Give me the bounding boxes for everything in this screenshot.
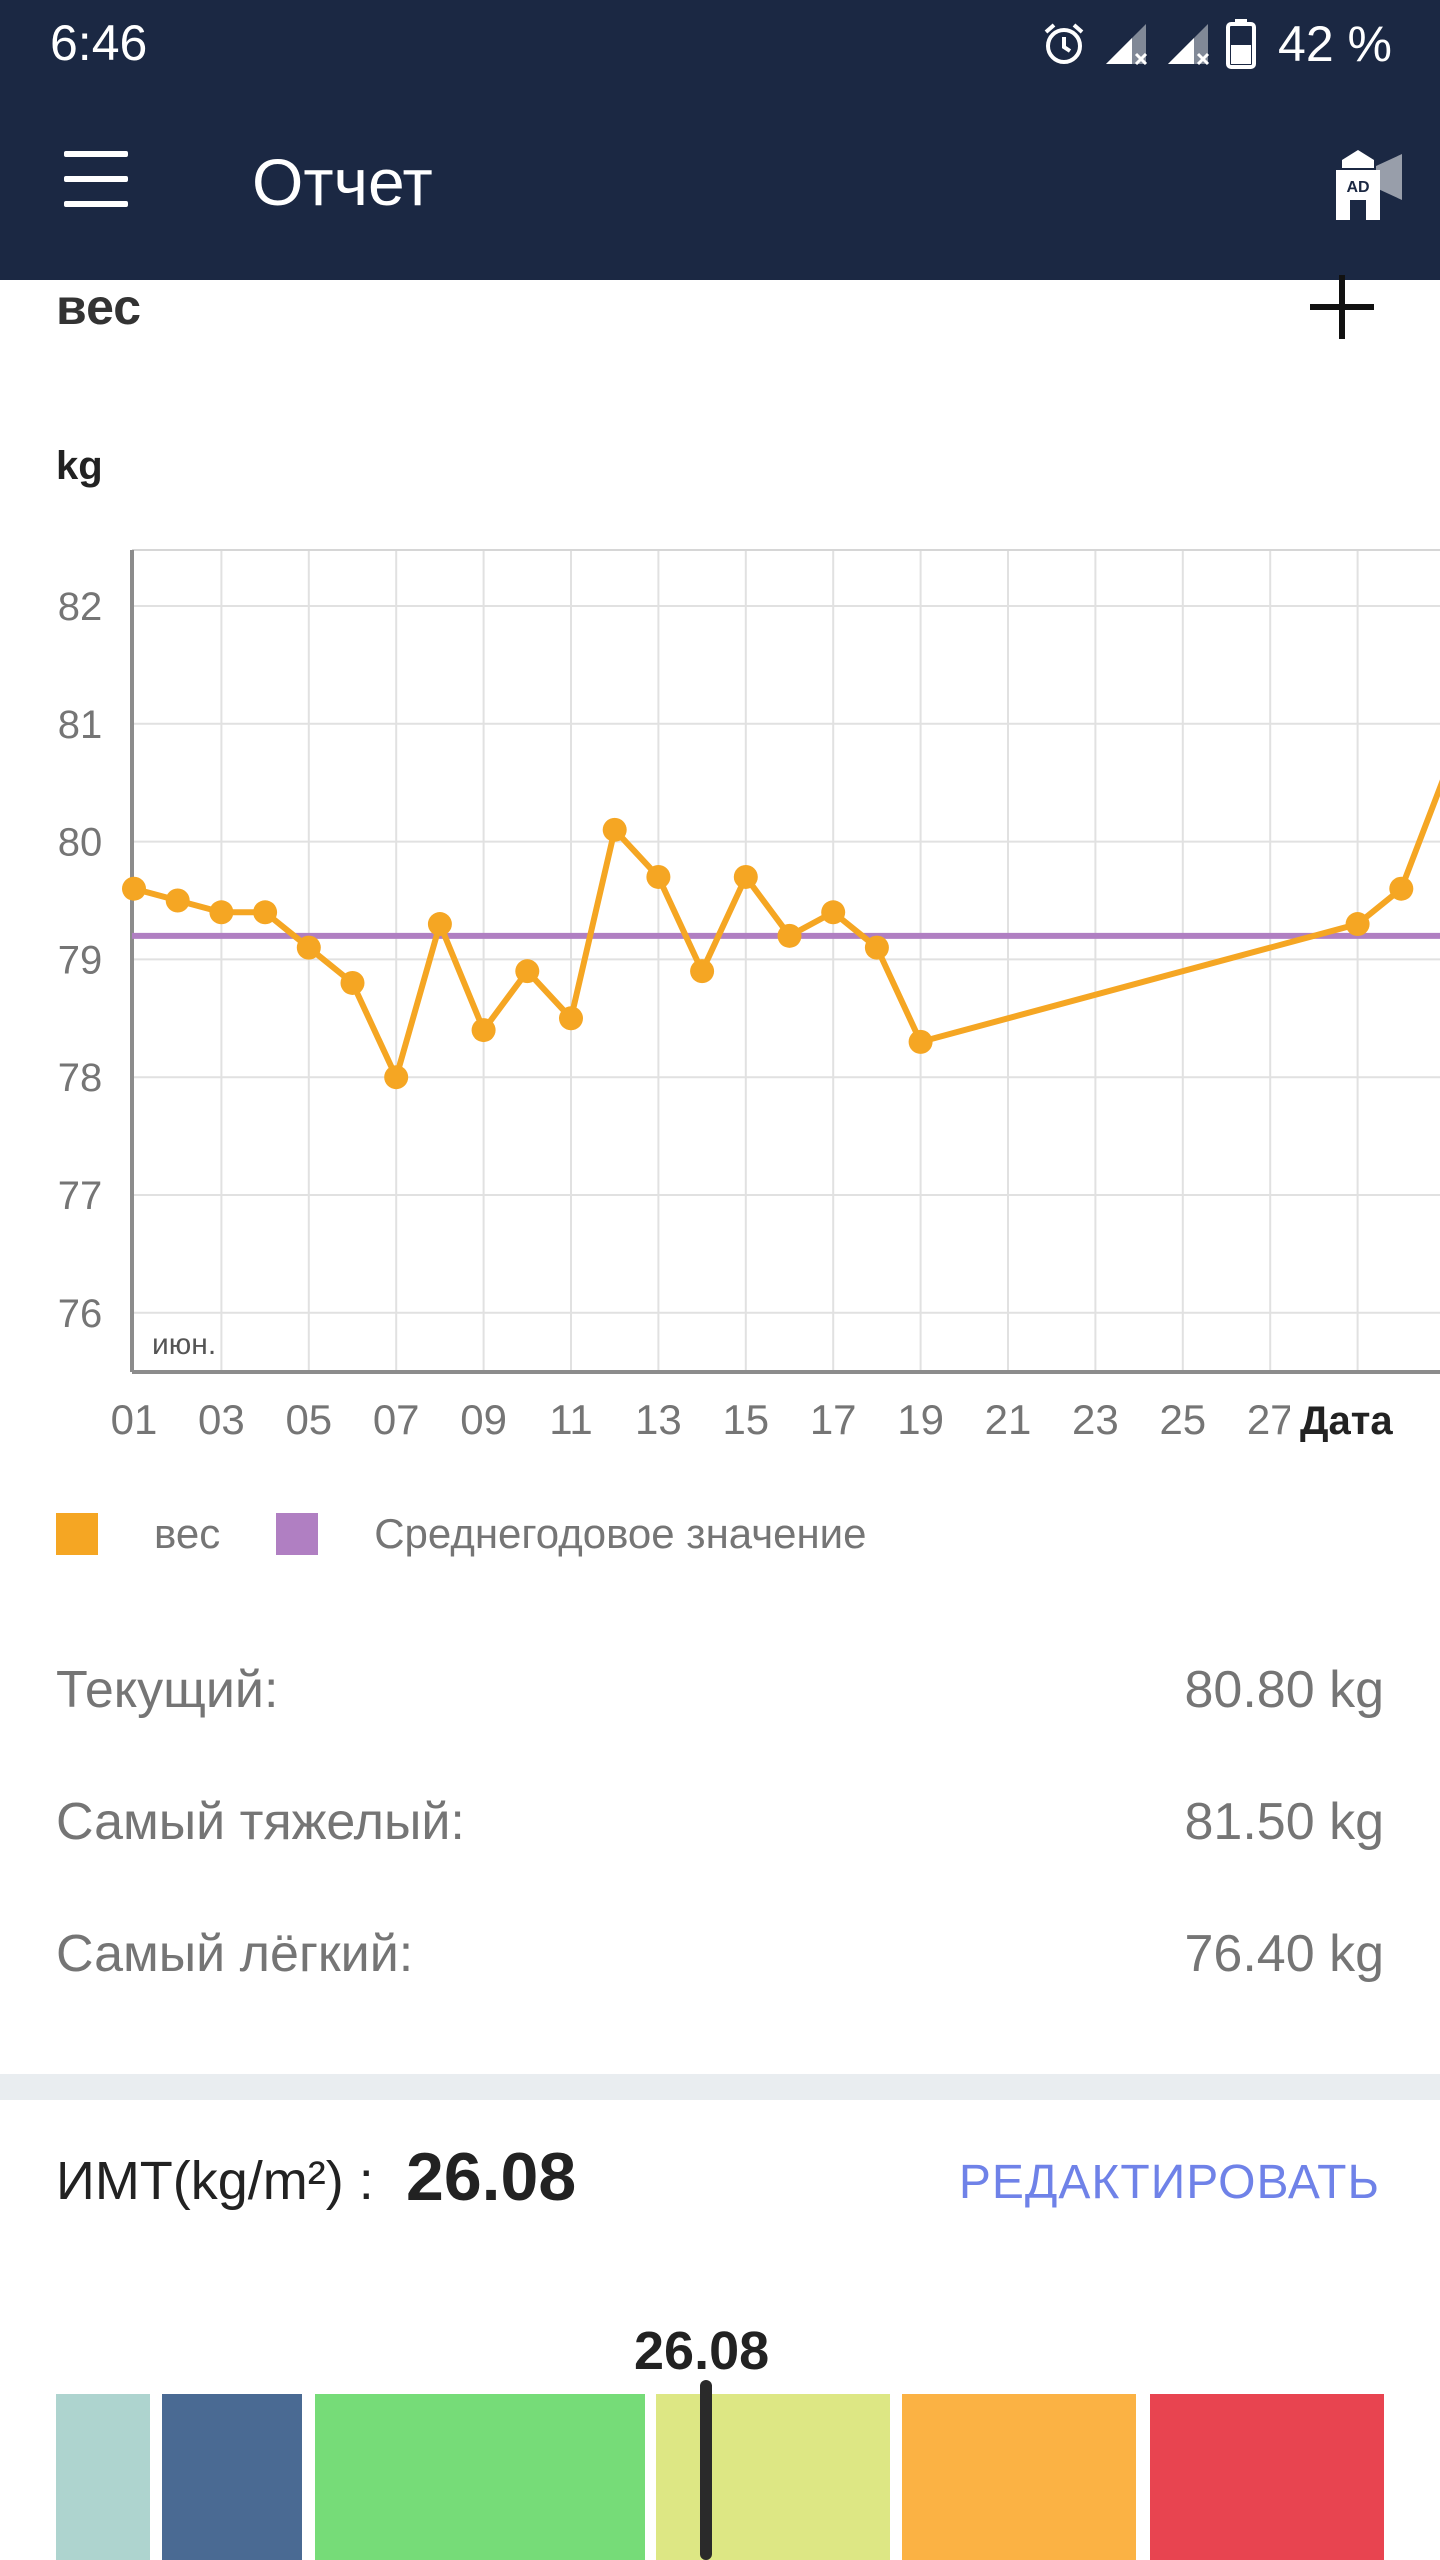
status-bar: 6:46 42 % [0, 0, 1440, 86]
weight-data-point [471, 1018, 496, 1043]
x-tick-label: 05 [285, 1396, 332, 1443]
stat-row-current: Текущий: 80.80 kg [56, 1660, 1384, 1720]
battery-percent: 42 % [1278, 16, 1392, 72]
x-tick-label: 21 [985, 1396, 1032, 1443]
weight-data-point [690, 959, 715, 984]
weight-data-point [821, 900, 846, 925]
x-tick-label: 13 [635, 1396, 682, 1443]
x-axis-title: Дата [1300, 1399, 1393, 1443]
x-axis-title-backing [1290, 1382, 1440, 1452]
stat-value: 80.80 kg [1184, 1661, 1385, 1719]
stat-label: Самый тяжелый: [56, 1793, 465, 1851]
weight-data-point [515, 959, 540, 984]
plus-icon[interactable] [1310, 275, 1374, 339]
weight-line-chart: 76 77 78 79 80 81 82 01 03 05 07 09 11 13 15 17 19 21 23 25… [58, 549, 1440, 1452]
weight-data-point [602, 817, 627, 842]
x-tick-label: 25 [1159, 1396, 1206, 1443]
legend-swatch-average [276, 1513, 319, 1555]
y-tick-label: 82 [58, 585, 103, 629]
hamburger-menu-icon[interactable] [60, 151, 132, 207]
x-tick-label: 19 [897, 1396, 944, 1443]
x-tick-label: 01 [111, 1396, 158, 1443]
x-tick-label: 11 [549, 1396, 593, 1443]
bmi-scale-segment-6 [1150, 2394, 1384, 2560]
section-title-weight: вес [56, 279, 142, 335]
page-title: Отчет [252, 145, 433, 219]
y-tick-label: 79 [58, 938, 103, 982]
y-tick-label: 81 [58, 703, 103, 747]
alarm-icon [1044, 23, 1084, 64]
weight-data-point [864, 935, 889, 960]
weight-data-point [559, 1006, 583, 1031]
battery-icon [1226, 19, 1257, 69]
bmi-scale-segment-2 [162, 2394, 302, 2560]
stat-row-heaviest: Самый тяжелый: 81.50 kg [56, 1792, 1384, 1852]
bmi-needle [700, 2380, 712, 2560]
weight-data-point [384, 1065, 409, 1090]
weight-data-point [253, 900, 278, 925]
weight-data-point [340, 970, 365, 995]
legend-label-weight: вес [154, 1510, 221, 1557]
app-bar: Отчет AD [0, 86, 1440, 280]
y-axis-unit-label: kg [56, 444, 103, 488]
x-tick-label: 09 [460, 1396, 507, 1443]
bmi-scale-segment-5 [902, 2394, 1136, 2560]
x-tick-label: 07 [373, 1396, 420, 1443]
weight-data-point [733, 864, 758, 889]
bmi-marker-value: 26.08 [634, 2321, 770, 2381]
weight-data-point [427, 912, 452, 937]
signal-x-icon [1168, 24, 1210, 66]
stat-value: 81.50 kg [1184, 1793, 1385, 1851]
edit-button[interactable]: РЕДАКТИРОВАТЬ [958, 2156, 1380, 2209]
legend-label-average: Среднегодовое значение [374, 1510, 867, 1557]
month-label: июн. [152, 1328, 216, 1361]
weight-data-point [122, 876, 146, 901]
weight-data-point [646, 864, 671, 889]
bmi-scale-segment-4 [656, 2394, 890, 2560]
stat-label: Самый лёгкий: [56, 1925, 414, 1983]
weight-data-point [165, 888, 190, 913]
stat-row-lightest: Самый лёгкий: 76.40 kg [56, 1924, 1384, 1984]
bmi-scale-segment-1 [56, 2394, 150, 2560]
weight-data-point [1389, 876, 1414, 901]
ad-lighthouse-icon[interactable]: AD [1326, 142, 1404, 222]
chart-legend: вес Среднегодовое значение [56, 1510, 922, 1558]
y-tick-label: 77 [58, 1174, 103, 1218]
status-time: 6:46 [50, 15, 148, 71]
stat-label: Текущий: [56, 1661, 279, 1719]
x-tick-label: 23 [1072, 1396, 1119, 1443]
status-icons: 42 % [1040, 14, 1392, 74]
weight-data-point [908, 1029, 933, 1054]
bmi-label: ИМТ(kg/m²) : [56, 2151, 374, 2211]
signal-x-icon [1106, 24, 1148, 66]
weight-data-point [1345, 912, 1370, 937]
section-divider [0, 2074, 1440, 2100]
x-tick-label: 03 [198, 1396, 245, 1443]
weight-data-point [777, 923, 802, 948]
svg-text:AD: AD [1346, 179, 1369, 196]
legend-swatch-weight [56, 1513, 98, 1555]
x-tick-label: 27 [1247, 1396, 1294, 1443]
y-tick-label: 78 [58, 1056, 103, 1100]
bmi-scale-segment-3 [315, 2394, 645, 2560]
weight-data-point [209, 900, 234, 925]
x-tick-label: 15 [722, 1396, 769, 1443]
y-tick-label: 80 [58, 821, 103, 865]
weight-series-line [133, 779, 1440, 1081]
y-tick-label: 76 [58, 1292, 103, 1336]
bmi-value: 26.08 [406, 2139, 577, 2215]
weight-data-point [296, 935, 321, 960]
x-tick-label: 17 [810, 1396, 857, 1443]
stat-value: 76.40 kg [1184, 1925, 1385, 1983]
